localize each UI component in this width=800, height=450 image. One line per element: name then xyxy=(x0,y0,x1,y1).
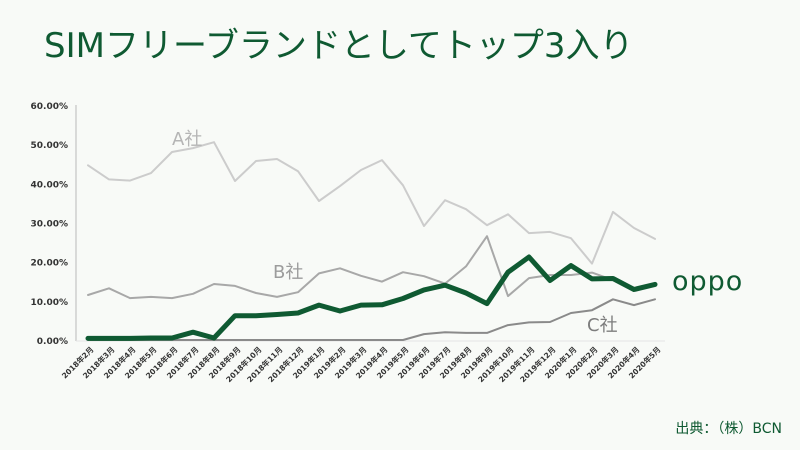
source-credit: 出典：（株）BCN xyxy=(675,421,782,437)
y-tick-label: 10.00% xyxy=(31,298,69,308)
series-label-a: A社 xyxy=(172,129,203,150)
y-tick-label: 40.00% xyxy=(31,180,69,190)
series-label-c: C社 xyxy=(587,315,618,336)
series-line-a xyxy=(87,141,656,265)
y-tick-label: 60.00% xyxy=(31,102,69,112)
slide-title: SIMフリーブランドとしてトップ3入り xyxy=(44,26,634,66)
y-tick-label: 30.00% xyxy=(31,220,69,230)
series-line-c xyxy=(87,298,656,341)
oppo-logo: oppo xyxy=(672,266,744,297)
y-tick-label: 20.00% xyxy=(31,259,69,269)
series-line-oppo xyxy=(85,254,658,341)
y-tick-label: 0.00% xyxy=(37,337,68,347)
series-label-b: B社 xyxy=(273,262,304,283)
y-tick-label: 50.00% xyxy=(31,141,69,151)
